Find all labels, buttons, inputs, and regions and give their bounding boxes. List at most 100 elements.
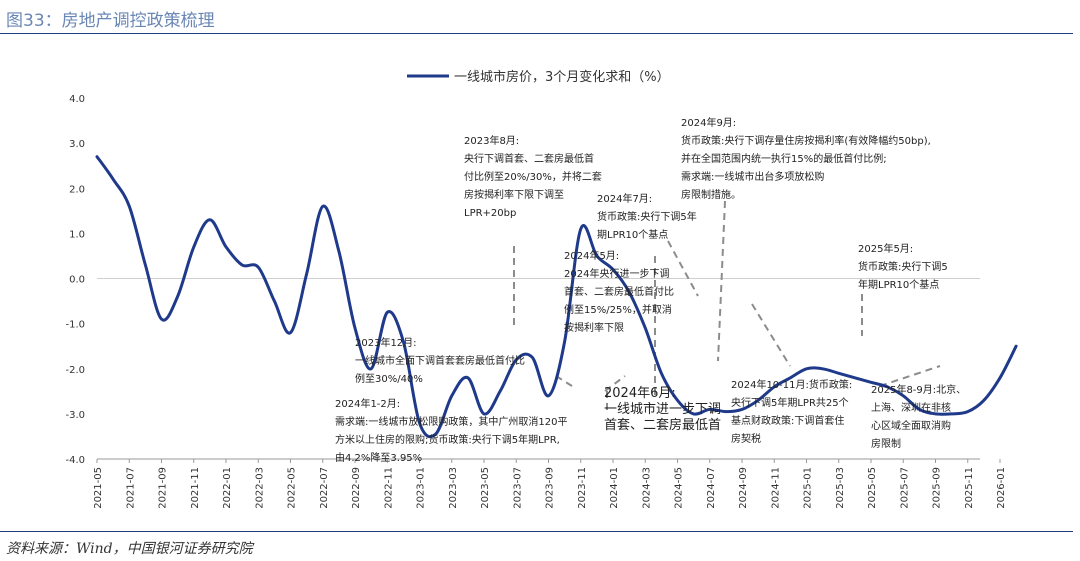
x-tick-label: 2024-03 <box>641 467 652 509</box>
policy-annotation: 2025年5月: 货币政策:央行下调5 年期LPR10个基点 <box>858 242 948 291</box>
annotation-leader <box>751 303 791 367</box>
x-tick-label: 2022-11 <box>383 467 394 509</box>
annotation-title: 2023年12月: <box>355 336 417 349</box>
footer-rule <box>0 531 1073 532</box>
annotation-line: 按揭利率下限 <box>564 321 624 334</box>
figure-title: 图33：房地产调控政策梳理 <box>6 11 215 31</box>
annotation-line: 央行下调5年期LPR共25个 <box>731 396 849 409</box>
y-tick-label: -2.0 <box>65 365 85 376</box>
x-tick-label: 2024-01 <box>609 467 620 509</box>
annotation-title: 2025年8-9月: <box>871 383 936 396</box>
annotation-line: 例至15%/25%，并取消 <box>564 303 672 316</box>
policy-annotation: 2024年9月: 货币政策:央行下调存量住房按揭利率(有效降幅约50bp), 并在全… <box>681 116 931 201</box>
chart-legend: 一线城市房价，3个月变化求和（%） <box>407 69 670 85</box>
x-tick-label: 2023-07 <box>512 467 523 509</box>
annotation-title: 2025年5月: <box>858 242 913 255</box>
x-tick-label: 2021-09 <box>158 467 169 509</box>
annotation-title: 2024年10-11月: <box>731 378 809 391</box>
annotation-line: 付比例至20%/30%，并将二套 <box>464 170 602 183</box>
x-tick-label: 2022-05 <box>287 467 298 509</box>
annotation-line: 例至30%/40% <box>355 372 423 385</box>
x-tick-label: 2023-11 <box>577 467 588 509</box>
annotation-line: 一线城市进一步下调 <box>604 401 721 417</box>
annotation-leader <box>555 375 573 387</box>
y-tick-label: -3.0 <box>65 410 85 421</box>
annotation-title: 2024年7月: <box>597 192 652 205</box>
x-tick-label: 2025-05 <box>867 467 878 509</box>
x-tick-label: 2022-07 <box>319 467 330 509</box>
x-tick-label: 2025-07 <box>899 467 910 509</box>
x-tick-label: 2025-11 <box>964 467 975 509</box>
y-tick-label: -4.0 <box>65 455 85 466</box>
annotation-line: 首套、二套房最低首付比 <box>564 285 674 298</box>
annotation-line-text: 货币政策: <box>809 378 852 391</box>
annotation-line: 房契税 <box>731 432 761 445</box>
x-tick-label: 2023-01 <box>416 467 427 509</box>
line-chart: 一线城市房价，3个月变化求和（%） 4.0 3.0 2.0 1.0 0.0 -1.0 -2.… <box>65 69 1018 509</box>
annotation-line: 央行下调首套、二套房最低首 <box>464 152 594 165</box>
annotation-leaders <box>513 200 941 413</box>
x-tick-label: 2023-09 <box>545 467 556 509</box>
policy-annotation: 2024年10-11月:货币政策: 央行下调5年期LPR共25个基点财政政策:下调… <box>731 378 852 445</box>
annotation-leader <box>879 365 941 387</box>
x-tick-label: 2023-03 <box>448 467 459 509</box>
annotation-line: 年期LPR10个基点 <box>858 278 939 291</box>
annotation-line: 货币政策:央行下调5 <box>858 260 948 273</box>
annotation-line: 一线城市全面下调首套套房最低首付比 <box>355 354 525 367</box>
figure-source: 资料来源：Wind，中国银河证券研究院 <box>6 541 253 557</box>
annotation-line: 需求端:一线城市放松限购政策，其中广州取消120平 <box>335 415 567 428</box>
x-tick-label: 2021-11 <box>190 467 201 509</box>
annotation-title: 2023年8月: <box>464 134 519 147</box>
annotation-line: 心区域全面取消购 <box>871 419 951 432</box>
x-tick-label: 2021-05 <box>93 467 104 509</box>
x-tick-label: 2024-11 <box>770 467 781 509</box>
annotation-leader <box>667 240 699 297</box>
x-tick-label: 2022-09 <box>351 467 362 509</box>
annotation-title: 2024年5月: <box>564 249 619 262</box>
annotation-line: 房按揭利率下限下调至 <box>464 188 564 201</box>
x-axis: 2021-05 2021-07 2021-09 2021-11 2022-01 2022-… <box>93 458 1007 509</box>
annotation-title: 2024年1-2月: <box>335 397 400 410</box>
x-tick-label: 2024-07 <box>706 467 717 509</box>
y-tick-label: 3.0 <box>69 139 85 150</box>
header-rule <box>0 33 1073 34</box>
policy-annotation: 2024年5月: 2024年央行进一步下调首套、二套房最低首付比例至15%/25%… <box>564 249 674 334</box>
y-axis: 4.0 3.0 2.0 1.0 0.0 -1.0 -2.0 -3.0 -4.0 <box>65 94 980 466</box>
legend-label: 一线城市房价，3个月变化求和（%） <box>454 69 670 85</box>
x-tick-label: 2025-01 <box>803 467 814 509</box>
annotation-line: 并在全国范围内统一执行15%的最低首付比例; <box>681 152 887 165</box>
annotation-line: 房限制 <box>871 437 901 450</box>
annotation-line: 需求端:一线城市出台多项放松购 <box>681 170 824 183</box>
policy-annotation: 2023年8月: 央行下调首套、二套房最低首付比例至20%/30%，并将二套房按揭… <box>464 134 602 219</box>
annotation-line: 货币政策:央行下调5年 <box>597 210 697 223</box>
annotation-line: 首套、二套房最低首 <box>604 417 721 433</box>
annotation-line: 房限制措施。 <box>681 188 741 201</box>
x-tick-label: 2024-09 <box>738 467 749 509</box>
figure-header: 图33：房地产调控政策梳理 <box>0 0 1080 36</box>
annotation-line: 2024年央行进一步下调 <box>564 267 669 280</box>
x-tick-label: 2023-05 <box>480 467 491 509</box>
annotation-line-text: 北京、 <box>936 383 966 396</box>
x-tick-label: 2025-03 <box>835 467 846 509</box>
series-line-first-tier-house-price <box>95 155 1018 439</box>
x-tick-label: 2024-05 <box>674 467 685 509</box>
annotation-line: 方米以上住房的限购;货币政策:央行下调5年期LPR, <box>335 433 560 446</box>
y-tick-label: 4.0 <box>69 94 85 105</box>
annotation-line: 期LPR10个基点 <box>597 228 668 241</box>
annotation-title: 2024年6月: <box>604 386 676 401</box>
annotation-line: 上海、深圳在非核 <box>871 401 951 414</box>
annotation-leader <box>717 200 726 362</box>
y-tick-label: 2.0 <box>69 184 85 195</box>
policy-annotation: 2024年1-2月: 需求端:一线城市放松限购政策，其中广州取消120平方米以上住… <box>335 397 567 464</box>
y-tick-label: -1.0 <box>65 320 85 331</box>
annotation-line: 2025年8-9月:北京、 <box>871 383 966 396</box>
annotation-line: 由4.2%降至3.95% <box>335 451 422 464</box>
annotation-line: 货币政策:央行下调存量住房按揭利率(有效降幅约50bp), <box>681 134 931 147</box>
annotation-title: 2024年9月: <box>681 116 736 129</box>
annotation-line: LPR+20bp <box>464 208 516 219</box>
x-tick-label: 2026-01 <box>996 467 1007 509</box>
x-tick-label: 2025-09 <box>932 467 943 509</box>
